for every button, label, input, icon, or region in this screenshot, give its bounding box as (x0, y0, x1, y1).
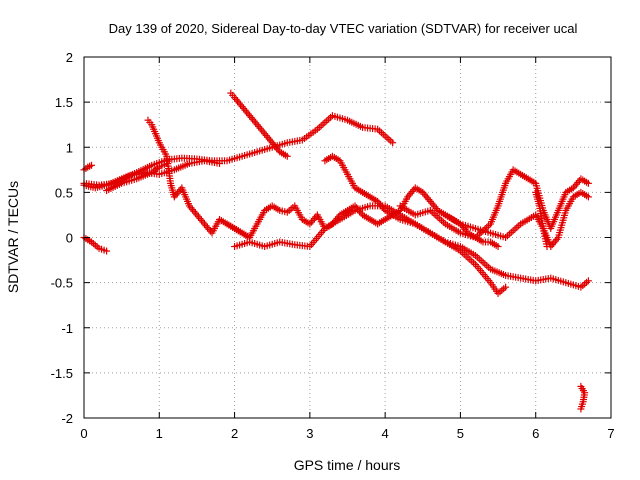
x-tick-label: 7 (607, 426, 614, 441)
data-point (584, 193, 592, 201)
y-tick-label: 2 (66, 50, 73, 65)
x-tick-label: 1 (156, 426, 163, 441)
y-tick-label: -0.5 (51, 276, 73, 291)
x-tick-label: 6 (532, 426, 539, 441)
y-tick-label: -2 (61, 411, 73, 426)
y-tick-label: 1.5 (55, 95, 73, 110)
plot-frame (83, 56, 612, 419)
data-point (584, 277, 592, 285)
y-tick-label: 0 (66, 231, 73, 246)
x-tick-label: 3 (306, 426, 313, 441)
data-point (543, 243, 551, 251)
y-tick-label: 0.5 (55, 185, 73, 200)
data-point (283, 152, 291, 160)
y-tick-label: -1 (61, 321, 73, 336)
data-point (502, 283, 510, 291)
axis-ticks: 0 1 2 3 4 5 6 7 -2 -1.5 -1 -0.5 0 0.5 1 1.5 2 (51, 50, 615, 441)
data-point (216, 159, 224, 167)
data-point (577, 405, 585, 413)
data-point (88, 161, 96, 169)
x-tick-label: 2 (231, 426, 238, 441)
data-point (584, 179, 592, 187)
y-tick-label: 1 (66, 140, 73, 155)
y-axis-label: SDTVAR / TECUs (5, 181, 21, 293)
x-axis-label: GPS time / hours (294, 457, 401, 473)
x-tick-label: 5 (457, 426, 464, 441)
data-points (80, 89, 592, 413)
grid (84, 57, 611, 418)
x-tick-label: 4 (382, 426, 389, 441)
chart-title: Day 139 of 2020, Sidereal Day-to-day VTE… (109, 21, 578, 36)
data-point (103, 247, 111, 255)
x-tick-label: 0 (80, 426, 87, 441)
data-point (494, 243, 502, 251)
y-tick-label: -1.5 (51, 366, 73, 381)
data-point (389, 139, 397, 147)
